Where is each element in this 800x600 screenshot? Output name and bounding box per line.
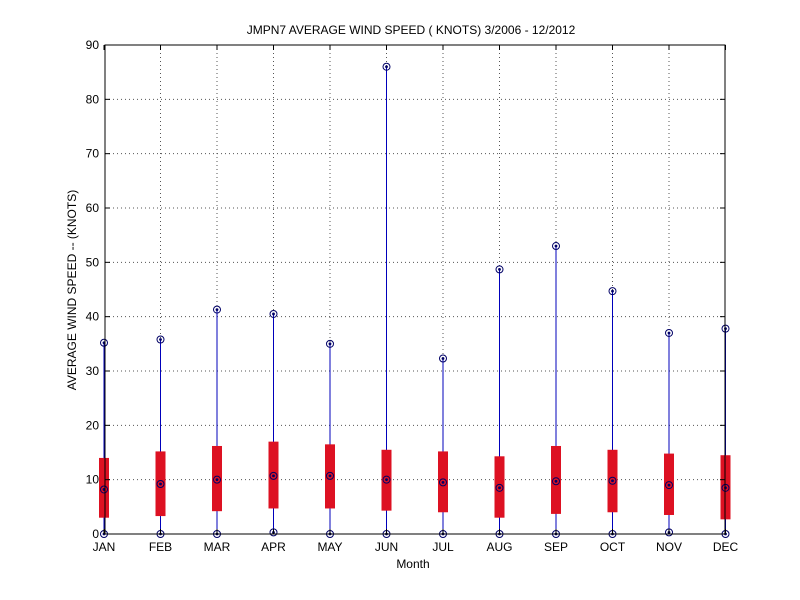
- y-axis-label: AVERAGE WIND SPEED -- (KNOTS): [65, 190, 79, 390]
- median-marker-dot: [667, 483, 671, 487]
- max-marker-dot: [498, 267, 501, 271]
- median-marker-dot: [554, 479, 558, 483]
- y-tick-label: 30: [86, 364, 100, 378]
- box-group-apr: [268, 309, 279, 537]
- box-group-jun: [381, 62, 392, 538]
- max-marker: [326, 339, 334, 348]
- x-tick-label: AUG: [486, 540, 512, 554]
- max-marker: [608, 287, 617, 296]
- max-marker-dot: [159, 338, 162, 341]
- y-tick-label: 0: [92, 527, 99, 541]
- median-marker-dot: [272, 474, 275, 478]
- median-marker-dot: [215, 478, 219, 482]
- y-tick-label: 40: [86, 310, 100, 324]
- box-layer: [99, 62, 731, 538]
- plot-area-frame: [104, 44, 726, 535]
- y-tick-label: 20: [86, 418, 100, 432]
- min-marker: [665, 528, 673, 537]
- y-tick-label: 80: [86, 92, 100, 106]
- median-marker: [326, 471, 334, 480]
- x-tick-label: OCT: [600, 540, 626, 554]
- median-marker-dot: [328, 474, 332, 478]
- max-marker: [495, 265, 504, 274]
- x-tick-label: JUN: [375, 540, 398, 554]
- max-marker-dot: [215, 308, 219, 312]
- median-marker-dot: [159, 482, 162, 486]
- x-tick-label: DEC: [713, 540, 739, 554]
- median-marker: [608, 476, 617, 485]
- max-marker-dot: [385, 65, 388, 69]
- box-group-oct: [607, 287, 618, 538]
- y-tick-label: 70: [86, 147, 100, 161]
- max-marker-dot: [441, 357, 445, 360]
- y-tick-label: 60: [86, 201, 100, 215]
- max-marker: [552, 242, 560, 251]
- y-tick-label: 90: [86, 38, 100, 52]
- x-tick-label: SEP: [544, 540, 568, 554]
- median-marker-dot: [498, 486, 501, 490]
- max-marker-dot: [328, 342, 332, 346]
- max-marker-dot: [667, 331, 671, 335]
- median-marker: [269, 471, 278, 480]
- max-marker-dot: [554, 244, 558, 248]
- x-tick-label: JAN: [93, 540, 116, 554]
- median-marker: [382, 475, 391, 484]
- x-tick-label: NOV: [656, 540, 682, 554]
- max-marker: [382, 62, 391, 71]
- max-marker: [156, 335, 165, 344]
- x-tick-label: MAY: [317, 540, 342, 554]
- y-tick-label: 50: [86, 255, 100, 269]
- min-marker: [269, 528, 278, 537]
- max-marker: [100, 338, 108, 347]
- median-marker: [213, 475, 221, 484]
- median-marker: [439, 478, 447, 487]
- median-marker-dot: [441, 480, 445, 484]
- max-marker-dot: [272, 312, 275, 316]
- median-marker: [100, 485, 108, 494]
- x-axis-ticks: JAN FEB MAR APR MAY JUN JUL AUG SEP OCT NOV DEC: [93, 45, 739, 554]
- box-group-nov: [664, 328, 674, 537]
- box-group-aug: [494, 265, 505, 538]
- median-marker: [156, 480, 165, 489]
- max-marker-dot: [611, 289, 614, 293]
- iqr-box: [99, 457, 109, 518]
- max-marker: [439, 354, 447, 363]
- max-marker: [213, 305, 221, 314]
- median-marker: [495, 483, 504, 492]
- median-marker: [665, 481, 673, 490]
- median-marker: [552, 477, 560, 486]
- median-marker-dot: [385, 478, 388, 482]
- max-marker: [269, 309, 278, 318]
- max-marker: [665, 328, 673, 337]
- y-tick-label: 10: [86, 473, 100, 487]
- chart-title: JMPN7 AVERAGE WIND SPEED ( KNOTS) 3/2006…: [247, 23, 576, 37]
- x-tick-label: JUL: [432, 540, 454, 554]
- x-tick-label: APR: [261, 540, 286, 554]
- x-axis-label: Month: [396, 557, 429, 571]
- x-tick-label: MAR: [204, 540, 231, 554]
- y-axis-ticks: 0 10 20 30 40 50 60 70 80 90: [86, 38, 725, 541]
- x-tick-label: FEB: [149, 540, 172, 554]
- median-marker-dot: [611, 479, 614, 483]
